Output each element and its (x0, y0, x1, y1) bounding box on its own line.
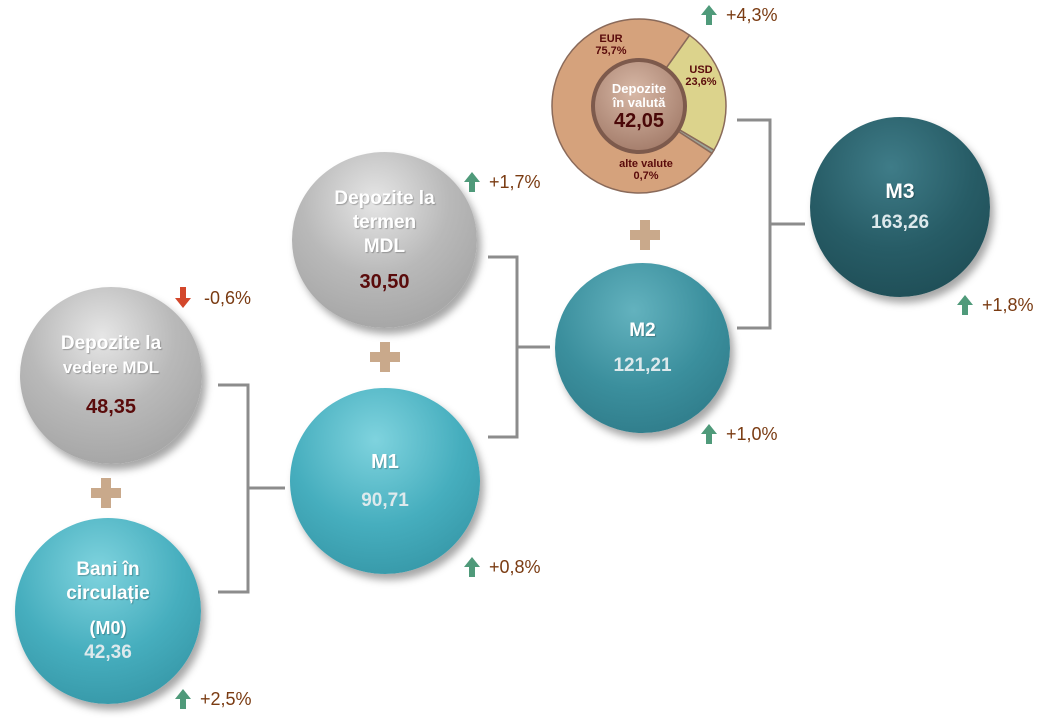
depozite-valuta-donut (551, 18, 727, 194)
valuta-center-text: Depozite în valută 42,05 (594, 81, 684, 133)
change-value: +1,0% (726, 423, 778, 444)
change-depozite-valuta: +4,3% (700, 4, 778, 26)
plus-icon-m2 (370, 342, 400, 372)
depozite-termen-label: Depozite la termen MDL (334, 187, 435, 257)
bracket-m2 (488, 255, 550, 439)
m2-circle: M2 121,21 (555, 263, 730, 433)
m1-circle: M1 90,71 (290, 388, 480, 574)
m2-value: 121,21 (613, 355, 672, 376)
segment-label-usd: USD 23,6% (685, 64, 717, 88)
bani-circulatie-value: 42,36 (84, 642, 132, 663)
m3-label: M3 (885, 180, 915, 203)
change-value: +1,8% (982, 294, 1034, 315)
plus-icon-m3 (630, 220, 660, 250)
change-m1: +0,8% (463, 556, 541, 578)
arrow-down-icon (175, 287, 191, 308)
change-bani-circulatie: +2,5% (174, 688, 252, 710)
depozite-vedere-value: 48,35 (85, 396, 137, 418)
m1-label: M1 (371, 451, 399, 473)
valuta-name-line1: Depozite (611, 81, 667, 96)
arrow-up-icon (175, 689, 191, 709)
change-value: +0,8% (489, 556, 541, 577)
change-m3: +1,8% (956, 294, 1034, 316)
bani-circulatie-circle: Bani în circulație (M0) 42,36 (15, 518, 201, 704)
depozite-termen-value: 30,50 (359, 270, 410, 293)
arrow-up-icon (464, 172, 480, 192)
plus-icon-m1 (91, 478, 121, 508)
m1-value: 90,71 (361, 490, 409, 511)
segment-label-alte: alte valute 0,7% (619, 158, 673, 182)
change-value: +2,5% (200, 688, 252, 709)
depozite-vedere-label: Depozite la vedere MDL (60, 333, 162, 377)
arrow-up-icon (957, 295, 973, 315)
m2-label: M2 (629, 320, 656, 341)
change-depozite-vedere: -0,6% (174, 287, 251, 309)
depozite-vedere-circle: Depozite la vedere MDL 48,35 (20, 287, 202, 464)
arrow-up-icon (701, 5, 717, 25)
bracket-m1 (218, 383, 285, 594)
valuta-value: 42,05 (613, 110, 665, 132)
arrow-up-icon (464, 557, 480, 577)
change-value: +1,7% (489, 171, 541, 192)
segment-label-eur: EUR 75,7% (595, 33, 627, 57)
arrow-up-icon (701, 424, 717, 444)
bani-circulatie-label: Bani în circulație (M0) (66, 559, 150, 638)
change-m2: +1,0% (700, 423, 778, 445)
change-value: +4,3% (726, 4, 778, 25)
change-value: -0,6% (204, 287, 252, 308)
donut-center (591, 58, 687, 154)
m3-circle: M3 163,26 (810, 117, 990, 297)
bracket-m3 (737, 118, 805, 330)
depozite-termen-circle: Depozite la termen MDL 30,50 (292, 152, 477, 328)
valuta-name-line2: în valută (612, 95, 666, 110)
change-depozite-termen: +1,7% (463, 171, 541, 193)
m3-value: 163,26 (870, 212, 930, 233)
